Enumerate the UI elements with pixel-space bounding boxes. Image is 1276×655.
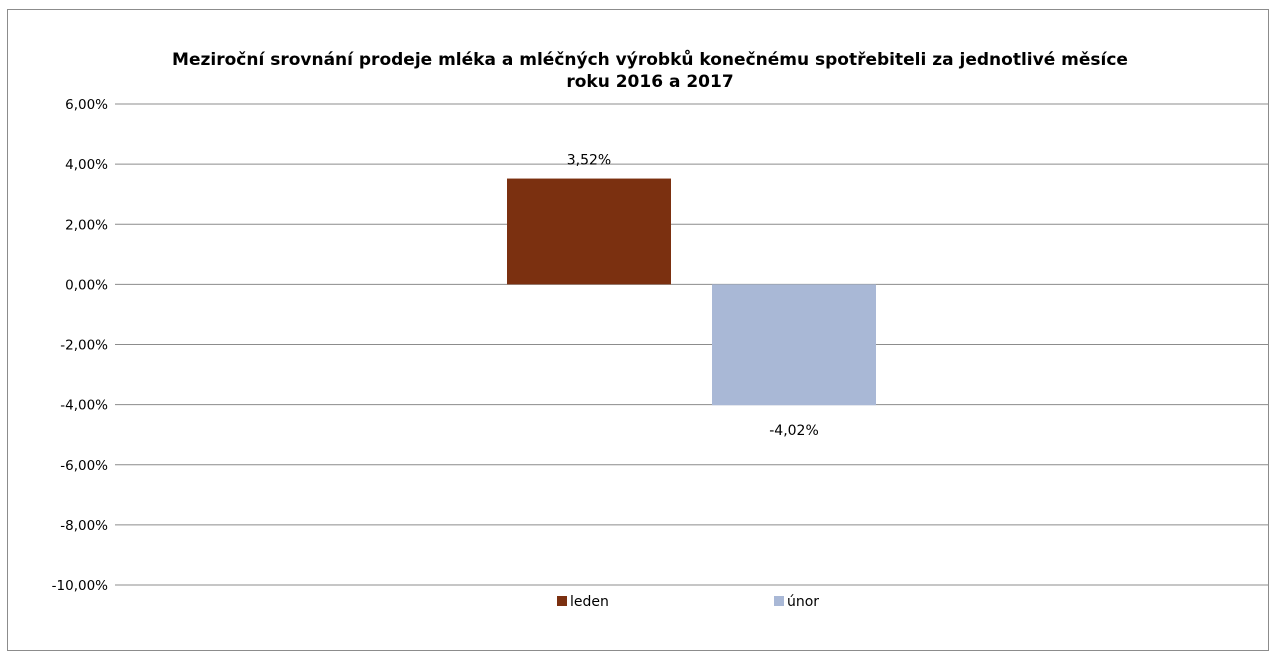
y-tick-label: -4,00%	[60, 398, 108, 414]
y-tick-label: 2,00%	[65, 217, 108, 233]
y-tick-label: -6,00%	[60, 458, 108, 474]
data-label: 3,52%	[567, 153, 611, 169]
chart-title: Meziroční srovnání prodeje mléka a mléčn…	[172, 50, 1128, 92]
y-tick-label: 4,00%	[65, 157, 108, 173]
legend-label-únor: únor	[787, 594, 819, 610]
y-tick-label: 0,00%	[65, 277, 108, 293]
y-tick-label: -2,00%	[60, 338, 108, 354]
y-tick-label: -10,00%	[52, 578, 109, 594]
y-tick-label: -8,00%	[60, 518, 108, 534]
legend-swatch-leden	[557, 596, 567, 606]
y-tick-label: 6,00%	[65, 97, 108, 113]
bar-leden	[507, 178, 671, 285]
bar-únor	[712, 284, 876, 406]
legend-swatch-únor	[774, 596, 784, 606]
legend-label-leden: leden	[570, 594, 609, 610]
data-label: -4,02%	[769, 423, 819, 439]
chart-frame	[7, 9, 1269, 651]
